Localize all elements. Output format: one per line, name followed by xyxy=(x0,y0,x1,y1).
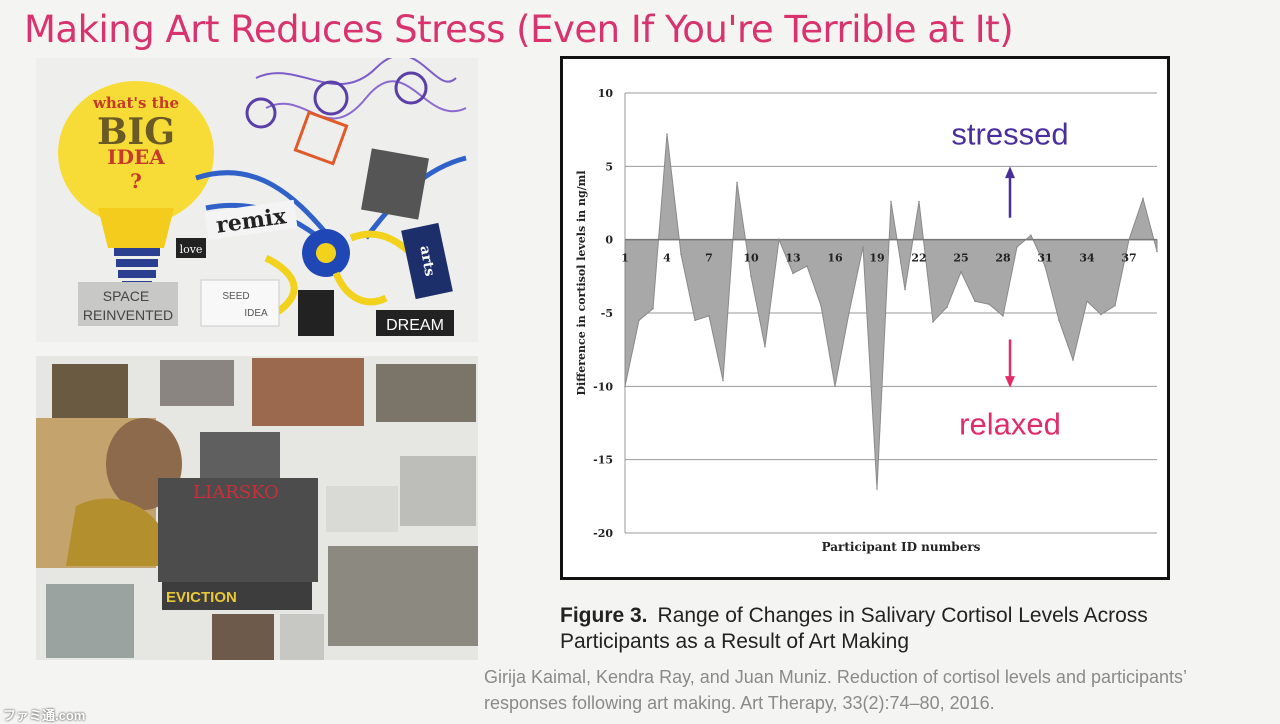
data-point xyxy=(1044,265,1046,267)
eviction-label: EVICTION xyxy=(166,589,237,606)
figure-caption-text: Range of Changes in Salivary Cortisol Le… xyxy=(560,604,1148,653)
data-point xyxy=(946,306,948,308)
y-tick-label: -15 xyxy=(593,454,613,467)
x-tick-label: 31 xyxy=(1037,252,1052,265)
data-point xyxy=(680,253,682,256)
watermark: ファミ通.com xyxy=(3,708,86,723)
annotation-stressed: stressed xyxy=(951,116,1068,151)
y-tick-label: -20 xyxy=(593,527,613,540)
x-tick-label: 19 xyxy=(869,252,884,265)
data-point xyxy=(694,319,696,322)
x-axis-label: Participant ID numbers xyxy=(822,540,981,554)
arts-label: arts xyxy=(416,244,437,277)
data-point xyxy=(806,265,808,267)
data-point xyxy=(848,312,850,314)
data-point xyxy=(1058,319,1060,322)
x-tick-label: 22 xyxy=(911,252,926,265)
data-point xyxy=(960,271,962,273)
y-tick-label: 5 xyxy=(605,160,613,173)
y-axis-label: Difference in cortisol levels in ng/ml xyxy=(575,171,588,396)
bulb-text-whats-the: what's the xyxy=(92,94,179,112)
data-point xyxy=(1016,246,1018,248)
relaxed-arrow-head xyxy=(1005,376,1015,388)
data-point xyxy=(1030,234,1032,237)
annotation-relaxed: relaxed xyxy=(959,407,1061,442)
x-tick-label: 16 xyxy=(827,252,843,265)
data-point xyxy=(1156,250,1158,253)
x-tick-label: 7 xyxy=(705,252,713,265)
data-point xyxy=(764,345,766,348)
data-point xyxy=(722,379,724,382)
space-label: SPACE xyxy=(103,288,149,304)
data-point xyxy=(876,488,878,490)
artwork-photo-big-idea: what's the BIG IDEA ? remix love arts SP… xyxy=(36,58,478,342)
cortisol-chart: 10 5 0 -5 -10 -15 -20 1 4 7 10 13 16 19 22 25 28 31 34 37 D… xyxy=(560,56,1170,580)
stressed-arrow-head xyxy=(1005,166,1015,179)
idea-label: IDEA xyxy=(244,308,268,319)
data-point xyxy=(862,246,864,248)
data-point xyxy=(1086,300,1088,303)
data-point xyxy=(778,238,780,241)
data-point xyxy=(1100,313,1102,316)
data-point xyxy=(736,181,738,184)
data-point xyxy=(988,303,990,305)
data-point xyxy=(1114,304,1116,307)
x-tick-label: 28 xyxy=(995,252,1011,265)
y-tick-label: 10 xyxy=(598,87,614,100)
x-tick-label: 37 xyxy=(1121,252,1136,265)
x-tick-label: 13 xyxy=(785,252,800,265)
data-point xyxy=(1142,197,1144,200)
data-point xyxy=(1072,359,1074,361)
x-tick-label: 1 xyxy=(621,252,629,265)
y-tick-label: -5 xyxy=(601,307,613,320)
dream-label: DREAM xyxy=(386,317,444,334)
x-tick-label: 4 xyxy=(663,252,671,265)
data-point xyxy=(638,319,640,322)
figure-label: Figure 3. xyxy=(560,604,648,627)
data-point xyxy=(820,304,822,307)
data-point xyxy=(1002,315,1004,317)
svg-text:LIARSKO: LIARSKO xyxy=(193,482,279,503)
data-point xyxy=(666,133,668,135)
data-point xyxy=(918,200,920,203)
bulb-text-question: ? xyxy=(130,169,142,193)
data-point xyxy=(1128,238,1130,241)
data-point xyxy=(834,385,836,388)
slide-title: Making Art Reduces Stress (Even If You'r… xyxy=(24,8,1014,51)
citation: Girija Kaimal, Kendra Ray, and Juan Muni… xyxy=(484,667,1187,713)
data-point xyxy=(932,321,934,323)
data-point xyxy=(624,385,626,388)
bulb-text-idea: IDEA xyxy=(107,145,165,169)
data-point xyxy=(652,307,654,310)
data-point xyxy=(890,200,892,203)
cortisol-chart-svg: 10 5 0 -5 -10 -15 -20 1 4 7 10 13 16 19 22 25 28 31 34 37 D… xyxy=(575,87,1158,554)
data-point xyxy=(974,300,976,303)
y-tick-label: 0 xyxy=(605,234,613,247)
seed-label: SEED xyxy=(222,291,249,302)
reinvented-label: REINVENTED xyxy=(83,307,173,323)
cortisol-area-series xyxy=(624,134,1158,490)
data-point xyxy=(750,275,752,278)
love-label: love xyxy=(180,243,203,256)
data-point xyxy=(792,272,794,275)
y-tick-label: -10 xyxy=(593,380,613,393)
data-point xyxy=(708,315,710,317)
x-tick-label: 25 xyxy=(953,252,968,265)
data-point xyxy=(904,288,906,291)
bulb-text-big: BIG xyxy=(97,111,175,153)
x-tick-label: 10 xyxy=(743,252,759,265)
x-tick-label: 34 xyxy=(1079,252,1095,265)
figure-caption: Figure 3. Range of Changes in Salivary Co… xyxy=(560,603,1200,655)
collage-photo: LIARSKO EVICTION xyxy=(36,356,478,660)
